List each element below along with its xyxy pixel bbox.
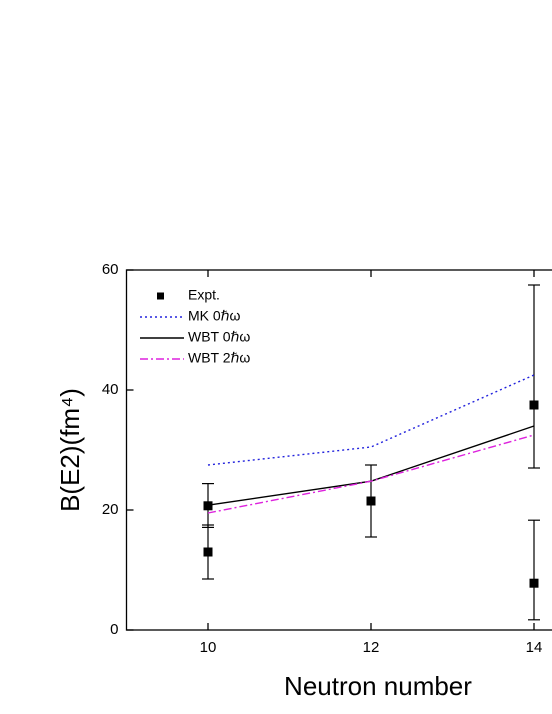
line: [207, 374, 535, 466]
x-axis-title: Neutron number: [284, 671, 472, 701]
marker: [203, 547, 213, 557]
marker: [203, 501, 213, 511]
legend-label: WBT 2ℏω: [188, 350, 250, 366]
x-tick-label: 14: [526, 639, 543, 656]
marker: [529, 578, 539, 588]
plot-frame: [125, 269, 552, 631]
y-tick-label: 60: [102, 261, 119, 278]
marker: [366, 496, 376, 506]
legend-label: MK 0ℏω: [188, 308, 241, 324]
legend-label: WBT 0ℏω: [188, 329, 250, 345]
y-axis-title: B(E2)(fm⁴): [55, 388, 85, 512]
y-tick-label: 0: [110, 621, 118, 638]
y-tick-label: 20: [102, 501, 119, 518]
legend-marker: [157, 292, 164, 300]
y-tick-label: 40: [102, 381, 119, 398]
legend-label: Expt.: [188, 287, 220, 303]
x-tick-label: 10: [200, 639, 217, 656]
marker: [529, 400, 539, 410]
line: [207, 434, 535, 514]
x-tick-label: 12: [363, 639, 380, 656]
